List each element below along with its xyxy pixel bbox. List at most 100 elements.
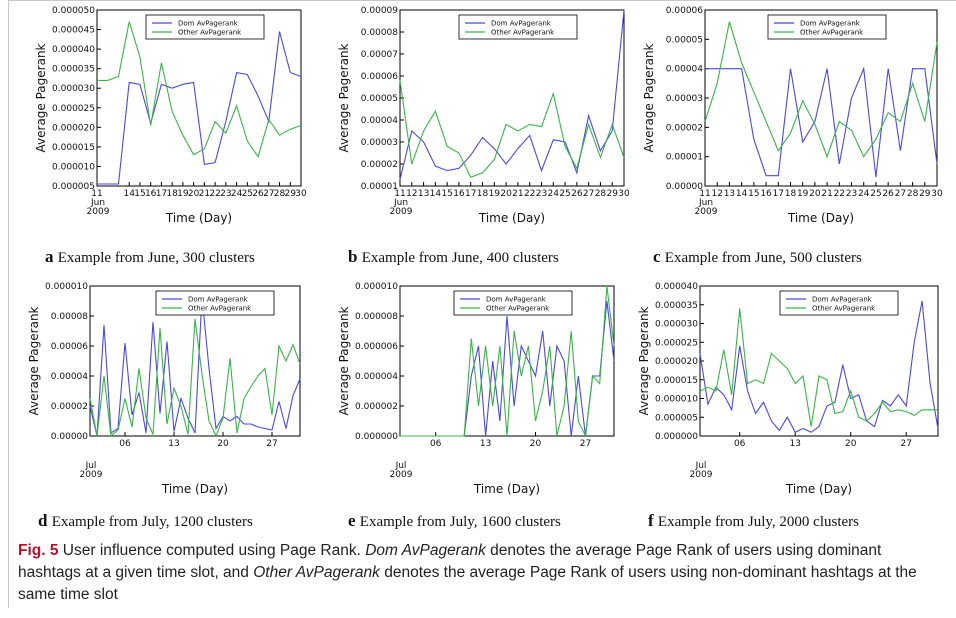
series-line-other — [704, 21, 938, 159]
series-line-dom — [97, 31, 302, 185]
x-tick-label: 25 — [870, 189, 881, 199]
x-tick-label: 16 — [453, 189, 465, 199]
x-tick-label: 26 — [882, 189, 894, 199]
y-tick-label: 0.000005 — [655, 413, 698, 423]
x-tick-label: 11 — [699, 189, 710, 199]
frame-border-top — [8, 0, 956, 1]
x-tick-label: 28 — [274, 189, 286, 199]
legend-box — [145, 14, 265, 40]
legend-box — [779, 290, 899, 316]
y-axis-title: Average Pagerank — [337, 306, 351, 415]
x-tick-label: 20 — [809, 189, 821, 199]
x-tick-label: 13 — [789, 439, 800, 449]
y-tick-label: 0.000050 — [52, 6, 95, 16]
y-tick-label: 0.000015 — [655, 376, 698, 386]
x-month-label: Jul — [395, 461, 407, 471]
y-tick-label: 0.00000 — [51, 432, 88, 442]
y-tick-label: 0.000030 — [52, 84, 95, 94]
x-tick-label: 11 — [91, 189, 102, 199]
y-tick-label: 0.000010 — [52, 162, 95, 172]
x-axis-title: Time (Day) — [785, 482, 852, 496]
y-tick-label: 0.000035 — [655, 301, 698, 311]
panel-caption: d Example from July, 1200 clusters — [38, 511, 253, 530]
x-tick-label: 15 — [134, 189, 145, 199]
x-tick-label: 24 — [548, 189, 560, 199]
x-tick-label: 28 — [595, 189, 607, 199]
legend-label: Dom AvPagerank — [812, 296, 873, 304]
x-axis-title: Time (Day) — [161, 482, 228, 496]
panel-caption-text: Example from June, 300 clusters — [58, 250, 255, 266]
series-line-dom — [89, 296, 301, 437]
series-line-other — [699, 308, 938, 427]
y-tick-label: 0.000000 — [355, 432, 398, 442]
x-tick-label: 29 — [919, 189, 931, 199]
y-tick-label: 0.00005 — [666, 35, 703, 45]
x-tick-label: 19 — [797, 189, 809, 199]
chart-panel-b: 0.00001 0.00002 0.00003 0.00004 0.00005 0.000… — [337, 6, 630, 266]
y-tick-label: 0.000020 — [655, 357, 698, 367]
chart-grid: 0.000005 0.000010 0.000015 0.000020 0.000025… — [27, 6, 943, 530]
x-tick-label: 16 — [145, 189, 157, 199]
x-tick-label: 27 — [580, 439, 591, 449]
panel-letter: e — [348, 511, 360, 530]
y-tick-label: 0.000035 — [52, 65, 95, 75]
x-tick-label: 12 — [406, 189, 417, 199]
y-tick-label: 0.00004 — [666, 65, 703, 75]
x-tick-label: 20 — [530, 439, 542, 449]
legend-box — [155, 290, 275, 316]
panel-caption: b Example from June, 400 clusters — [348, 247, 559, 266]
y-tick-label: 0.00004 — [51, 372, 88, 382]
legend-box — [458, 14, 578, 40]
x-tick-label: 24 — [231, 189, 243, 199]
y-tick-label: 0.00003 — [361, 138, 398, 148]
y-tick-label: 0.00006 — [361, 72, 398, 82]
x-tick-label: 25 — [242, 189, 253, 199]
x-year-label: 2009 — [695, 207, 718, 217]
panel-caption-text: Example from June, 400 clusters — [362, 250, 559, 266]
x-tick-label: 13 — [724, 189, 735, 199]
x-tick-label: 26 — [252, 189, 264, 199]
x-year-label: 2009 — [390, 207, 413, 217]
x-tick-label: 21 — [199, 189, 210, 199]
x-tick-label: 15 — [748, 189, 759, 199]
caption-run: denotes the average Page Rank of users u… — [18, 564, 917, 603]
series-line-dom — [399, 9, 625, 180]
y-tick-label: 0.00004 — [361, 116, 398, 126]
panel-letter: c — [653, 247, 665, 266]
x-tick-label: 15 — [441, 189, 452, 199]
y-tick-label: 0.000010 — [355, 282, 398, 292]
legend-label: Dom AvPagerank — [491, 20, 552, 28]
x-tick-label: 12 — [711, 189, 722, 199]
x-tick-label: 27 — [266, 439, 277, 449]
x-month-label: Jun — [698, 198, 713, 208]
x-tick-label: 29 — [285, 189, 297, 199]
x-tick-label: 30 — [931, 189, 943, 199]
x-axis-title: Time (Day) — [473, 482, 540, 496]
frame-border-left — [8, 0, 9, 608]
x-tick-label: 14 — [736, 189, 748, 199]
x-tick-label: 25 — [559, 189, 570, 199]
legend-label: Other AvPagerank — [491, 29, 555, 37]
y-tick-label: 0.000040 — [52, 45, 95, 55]
x-tick-label: 18 — [166, 189, 178, 199]
panel-letter: b — [348, 247, 362, 266]
x-tick-label: 18 — [477, 189, 489, 199]
y-tick-label: 0.00006 — [51, 342, 88, 352]
series-line-dom — [705, 66, 938, 178]
x-tick-label: 17 — [773, 189, 784, 199]
y-axis-title: Average Pagerank — [642, 43, 656, 152]
y-tick-label: 0.00001 — [361, 182, 398, 192]
series-line-dom — [699, 300, 939, 434]
x-tick-label: 13 — [418, 189, 429, 199]
panel-letter: f — [648, 511, 658, 530]
y-tick-label: 0.00002 — [361, 160, 398, 170]
y-tick-label: 0.00000 — [666, 182, 703, 192]
x-tick-label: 19 — [177, 189, 189, 199]
y-tick-label: 0.000030 — [655, 320, 698, 330]
panel-caption: e Example from July, 1600 clusters — [348, 511, 561, 530]
